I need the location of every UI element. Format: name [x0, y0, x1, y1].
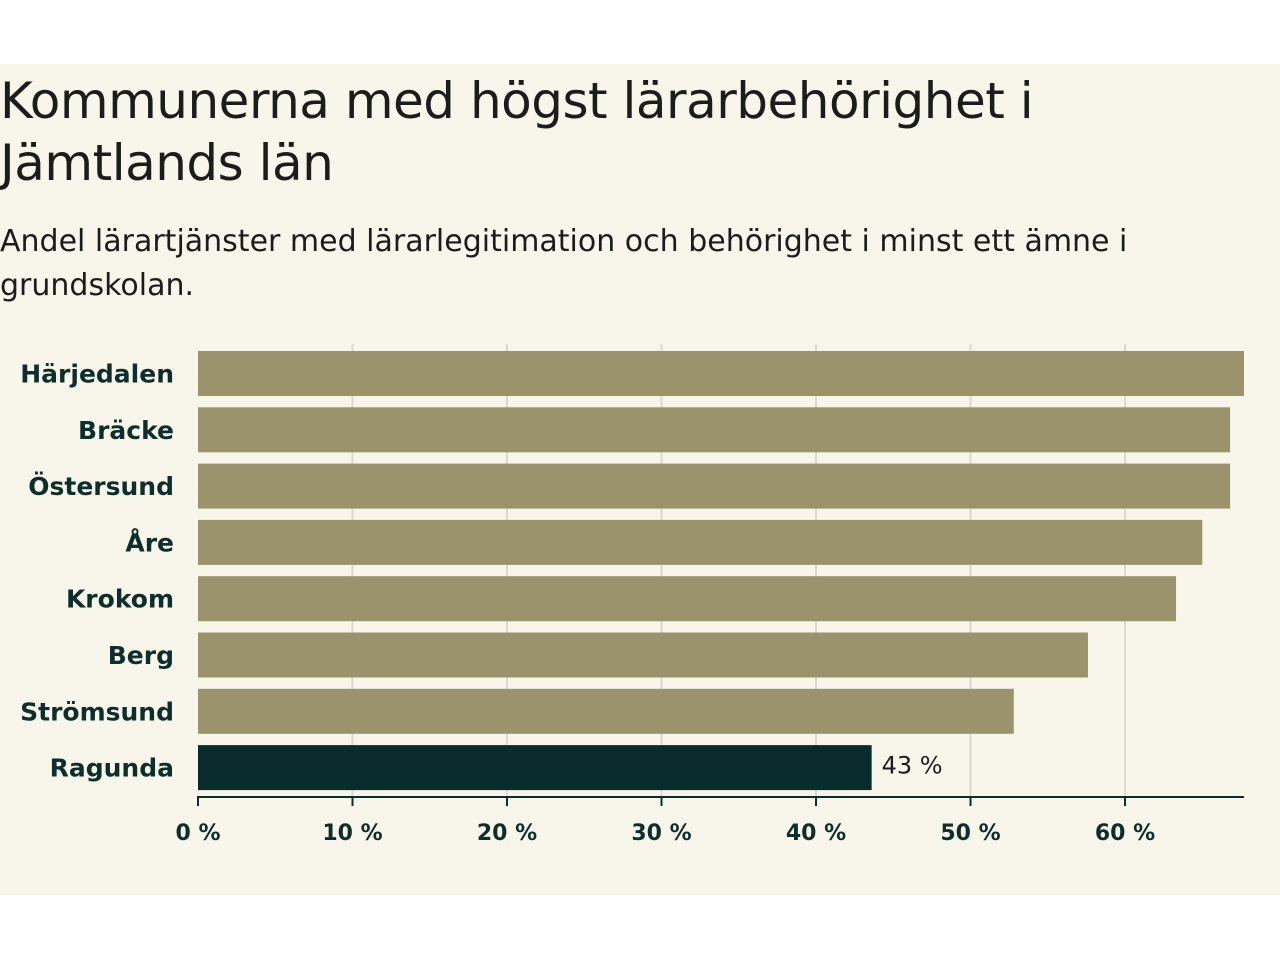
- bar-berg: [198, 632, 1088, 678]
- bar-ragunda: [198, 745, 872, 791]
- category-label: Östersund: [28, 471, 174, 501]
- bar-bräcke: [198, 407, 1231, 453]
- category-label: Krokom: [66, 585, 174, 614]
- bar-strömsund: [198, 688, 1014, 734]
- category-label: Härjedalen: [20, 360, 174, 389]
- x-tick-label: 40 %: [786, 821, 846, 846]
- bar-östersund: [198, 463, 1231, 509]
- x-axis: 0 % 10 % 20 % 30 % 40 % 50 % 60 %: [175, 796, 1244, 846]
- chart-subtitle: Andel lärartjänster med lärarlegitimatio…: [0, 224, 1128, 303]
- category-label: Ragunda: [50, 754, 174, 783]
- category-label: Åre: [125, 528, 174, 557]
- x-tick-label: 10 %: [322, 821, 382, 846]
- bars: [198, 351, 1244, 791]
- category-label: Strömsund: [20, 697, 174, 726]
- category-label: Berg: [108, 641, 174, 670]
- data-label: 43 %: [882, 752, 943, 780]
- category-label: Bräcke: [78, 416, 174, 445]
- bar-krokom: [198, 576, 1177, 622]
- x-tick-label: 0 %: [175, 821, 220, 846]
- x-tick-label: 60 %: [1095, 821, 1155, 846]
- bar-åre: [198, 519, 1203, 565]
- x-tick-label: 20 %: [477, 821, 537, 846]
- x-tick-label: 30 %: [631, 821, 691, 846]
- chart-title: Kommunerna med högst lärarbehörighet i J…: [0, 72, 1034, 192]
- bar-härjedalen: [198, 351, 1244, 396]
- x-tick-label: 50 %: [940, 821, 1000, 846]
- category-labels: Härjedalen Bräcke Östersund Åre Krokom Berg St…: [20, 360, 943, 783]
